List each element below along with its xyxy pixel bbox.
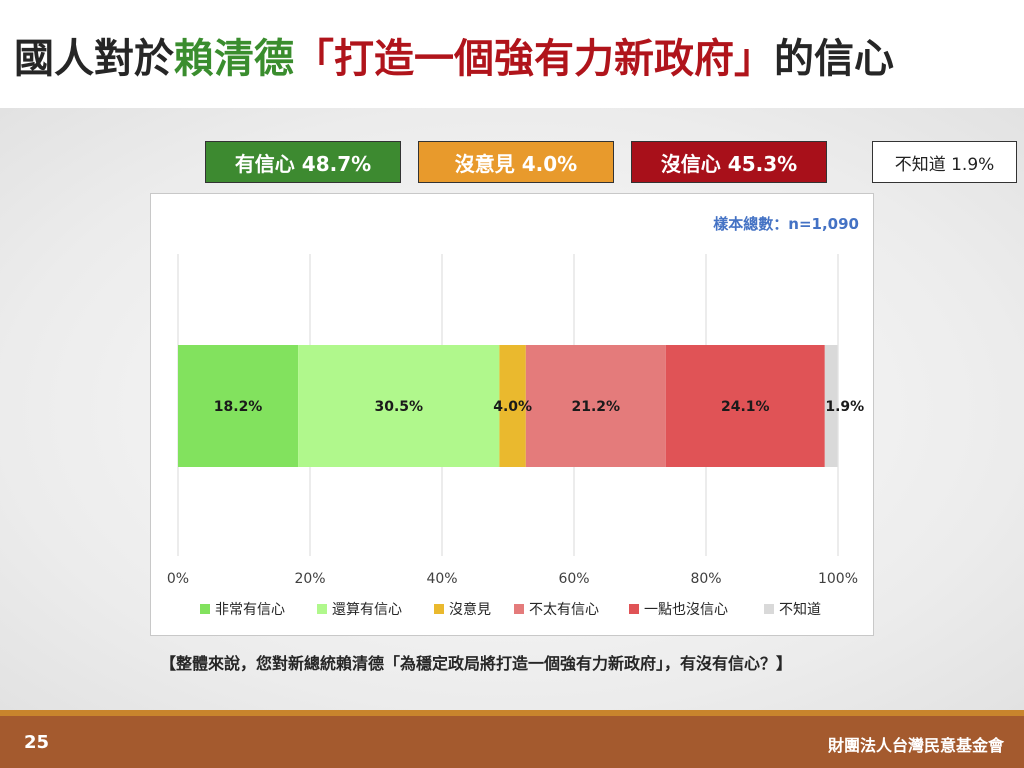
data-label: 1.9%: [825, 399, 864, 415]
sample-size: 樣本總數：n=1,090: [713, 215, 859, 233]
legend-swatch: [434, 604, 444, 614]
chart-panel: 樣本總數：n=1,090 18.2% 30.5% 4.0% 21.2% 24.1% 1.9…: [150, 193, 874, 636]
legend-label: 沒意見: [449, 601, 491, 618]
data-label: 18.2%: [214, 399, 263, 415]
bar-segment: [499, 345, 526, 467]
data-label: 24.1%: [721, 399, 770, 415]
x-tick-label: 60%: [558, 571, 589, 587]
legend-swatch: [200, 604, 210, 614]
bar-segment: [824, 345, 838, 467]
legend-swatch: [317, 604, 327, 614]
x-tick-label: 40%: [426, 571, 457, 587]
title-suffix: 的信心: [774, 36, 894, 82]
legend-swatch: [514, 604, 524, 614]
bar-segment: [665, 345, 825, 467]
title-quote: 「打造一個強有力新政府」: [294, 36, 774, 82]
stacked-bar-chart: 18.2% 30.5% 4.0% 21.2% 24.1% 1.9% 0% 20% 40% 60%…: [167, 254, 864, 618]
legend-label: 一點也沒信心: [644, 601, 728, 618]
slide-title: 國人對於賴清德「打造一個強有力新政府」的信心: [14, 26, 894, 84]
data-label: 30.5%: [374, 399, 423, 415]
x-tick-label: 100%: [818, 571, 858, 587]
summary-no-opinion: 沒意見 4.0%: [418, 141, 614, 183]
x-tick-label: 20%: [294, 571, 325, 587]
bar-segment: [298, 345, 500, 467]
legend-swatch: [629, 604, 639, 614]
summary-dont-know: 不知道 1.9%: [872, 141, 1017, 183]
x-tick-label: 0%: [167, 571, 189, 587]
footer-stripe: [0, 710, 1024, 716]
bar-segment: [178, 345, 299, 467]
title-bar: 國人對於賴清德「打造一個強有力新政府」的信心: [0, 0, 1024, 108]
title-name: 賴清德: [174, 36, 294, 82]
legend-label: 還算有信心: [332, 602, 402, 618]
x-tick-label: 80%: [690, 571, 721, 587]
data-label: 21.2%: [571, 399, 620, 415]
data-label: 4.0%: [493, 399, 532, 415]
legend-label: 不太有信心: [529, 602, 599, 618]
legend-label: 非常有信心: [215, 602, 285, 618]
organization-name: 財團法人台灣民意基金會: [827, 736, 1004, 755]
page-number: 25: [24, 732, 50, 753]
title-prefix: 國人對於: [14, 36, 174, 82]
legend-label: 不知道: [779, 601, 821, 618]
summary-confident: 有信心 48.7%: [205, 141, 401, 183]
summary-not-confident: 沒信心 45.3%: [631, 141, 827, 183]
bar-segment: [525, 345, 666, 467]
footer: 25 財團法人台灣民意基金會: [0, 716, 1024, 768]
survey-question: 【整體來說，您對新總統賴清德「為穩定政局將打造一個強有力新政府」，有沒有信心？】: [160, 654, 793, 673]
legend-swatch: [764, 604, 774, 614]
